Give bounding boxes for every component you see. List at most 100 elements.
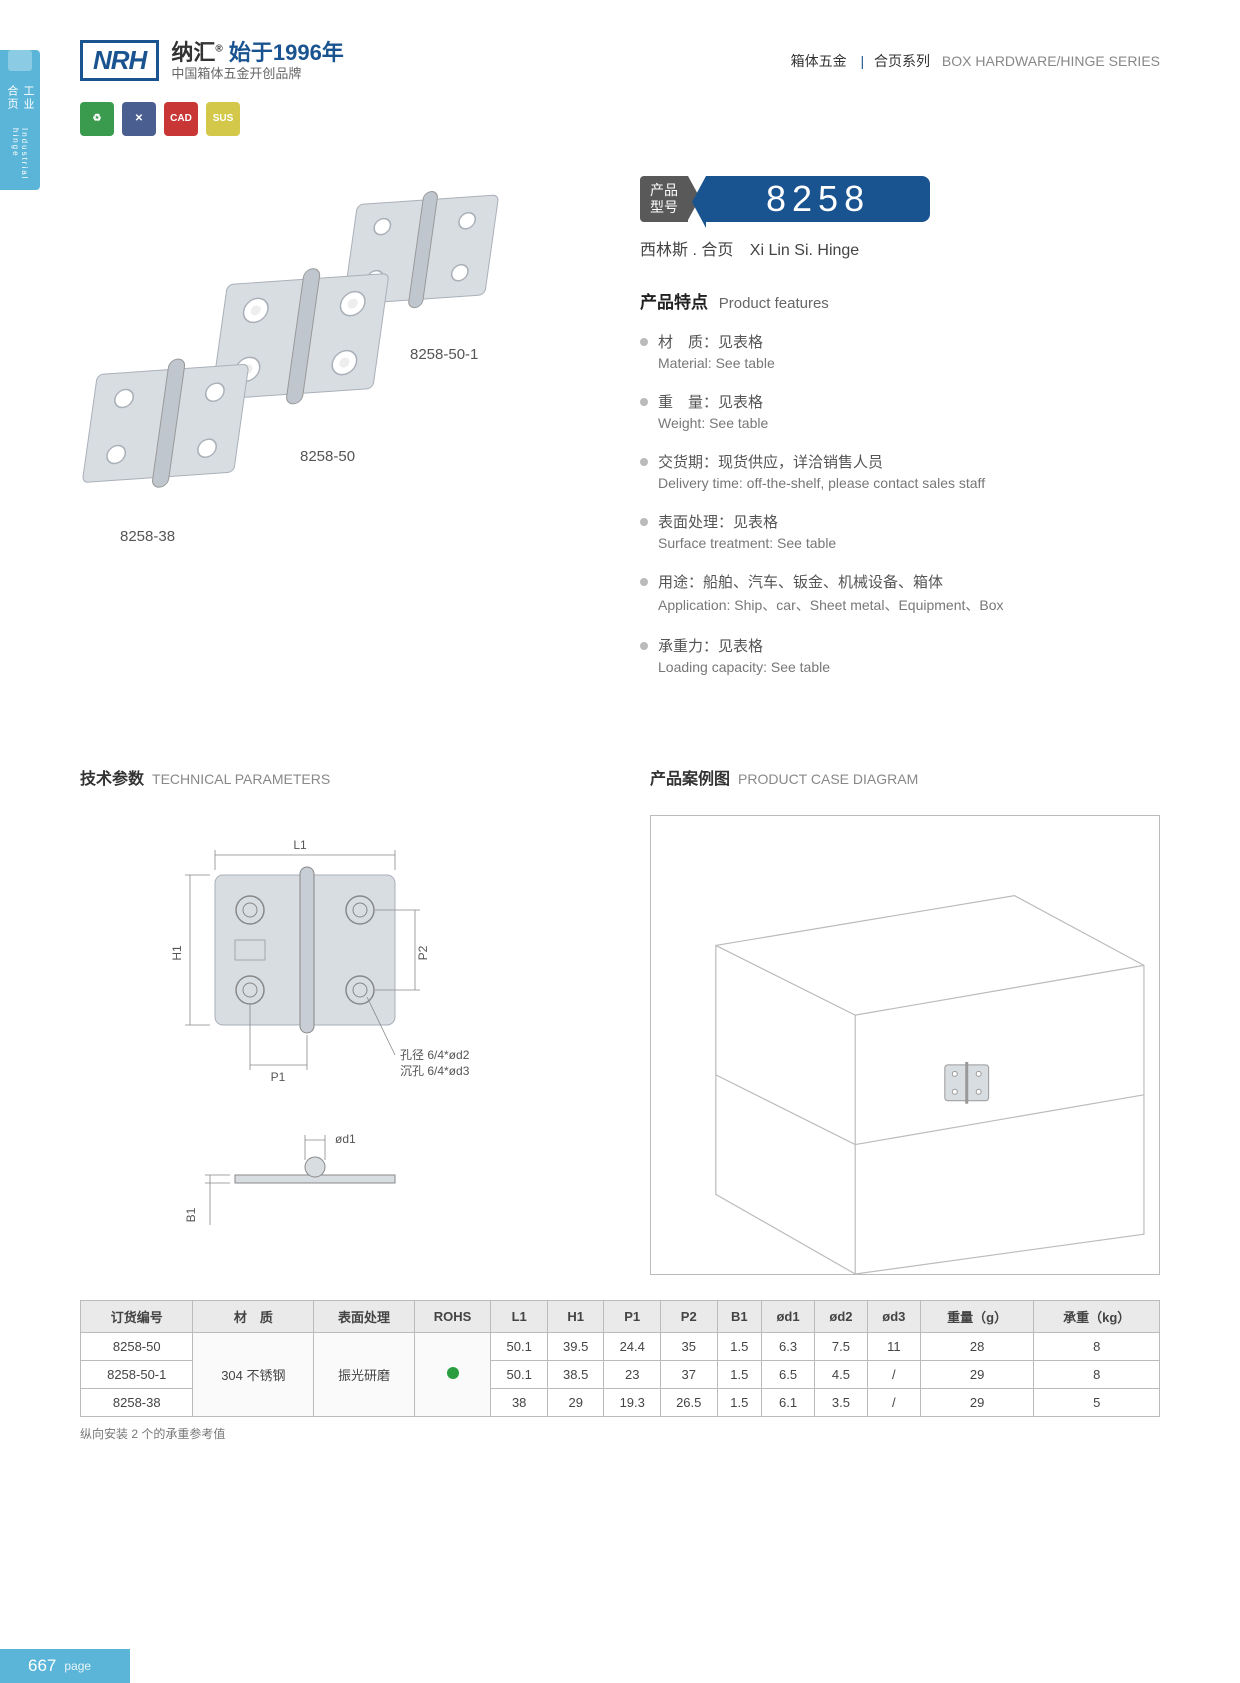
cell-L1: 50.1 [491,1332,548,1360]
cell-d3: / [867,1360,920,1388]
table-header: 承重（kg） [1034,1300,1160,1332]
cell-d1: 6.1 [762,1388,815,1416]
side-label-cn: 工业合页 [4,85,36,122]
table-header: ød2 [815,1300,868,1332]
product-case-diagram: 产品案例图PRODUCT CASE DIAGRAM [650,765,1160,1280]
cat-cn2: 合页系列 [874,53,930,69]
cell-H1: 39.5 [547,1332,604,1360]
feature-cn: 承重力：见表格 [658,635,1160,656]
svg-text:ød1: ød1 [335,1132,356,1146]
cell-H1: 29 [547,1388,604,1416]
cell-code: 8258-50-1 [81,1360,193,1388]
feature-item: 用途：船舶、汽车、钣金、机械设备、箱体 Application: Ship、car… [640,571,1160,615]
page-header: NRH 纳汇® 始于1996年 中国箱体五金开创品牌 箱体五金 | 合页系列 B… [0,0,1240,92]
cell-rohs [414,1332,491,1416]
table-header: P2 [660,1300,717,1332]
cell-d2: 7.5 [815,1332,868,1360]
cell-L1: 38 [491,1388,548,1416]
spec-table-wrap: 订货编号材 质表面处理ROHSL1H1P1P2B1ød1ød2ød3重量（g）承… [0,1300,1240,1417]
cell-d2: 4.5 [815,1360,868,1388]
spec-table: 订货编号材 质表面处理ROHSL1H1P1P2B1ød1ød2ød3重量（g）承… [80,1300,1160,1417]
rohs-dot-icon [447,1367,459,1379]
feature-cn: 材 质：见表格 [658,331,1160,352]
table-header: H1 [547,1300,604,1332]
badge-tool: ✕ [122,102,156,136]
product-subtitle: 西林斯 . 合页 Xi Lin Si. Hinge [640,236,1160,260]
feature-item: 交货期：现货供应，详洽销售人员Delivery time: off-the-sh… [640,451,1160,491]
cell-d1: 6.3 [762,1332,815,1360]
case-title: 产品案例图PRODUCT CASE DIAGRAM [650,765,1160,789]
model-number: 8258 [706,176,930,222]
features-heading: 产品特点 Product features [640,288,1160,313]
svg-text:H1: H1 [170,945,184,961]
feature-en: Material: See table [658,355,1160,371]
cell-P1: 23 [604,1360,661,1388]
cell-code: 8258-50 [81,1332,193,1360]
prod-label-2: 8258-50 [300,448,355,465]
svg-text:B1: B1 [184,1207,198,1222]
cell-H1: 38.5 [547,1360,604,1388]
hinge-icon [8,50,32,71]
cell-wt: 28 [920,1332,1034,1360]
cell-d1: 6.5 [762,1360,815,1388]
page-label: page [64,1659,91,1673]
cat-cn1: 箱体五金 [791,53,847,69]
cell-P1: 19.3 [604,1388,661,1416]
feature-en: Weight: See table [658,415,1160,431]
tech-title: 技术参数TECHNICAL PARAMETERS [80,765,590,789]
table-header: 材 质 [193,1300,314,1332]
feature-en: Application: Ship、car、Sheet metal、Equipm… [658,595,1160,615]
brand-since: 始于1996年 [229,40,344,65]
table-header: 表面处理 [314,1300,415,1332]
subtitle-en: Xi Lin Si. Hinge [750,242,859,259]
model-badge: 产品型号 8258 [640,176,1160,222]
feature-en: Surface treatment: See table [658,535,1160,551]
feature-item: 材 质：见表格 Material: See table [640,331,1160,371]
cell-load: 5 [1034,1388,1160,1416]
table-header: P1 [604,1300,661,1332]
svg-text:P1: P1 [271,1070,286,1084]
cell-P2: 35 [660,1332,717,1360]
features-list: 材 质：见表格 Material: See table 重 量：见表格Weight:… [640,331,1160,675]
header-category: 箱体五金 | 合页系列 BOX HARDWARE/HINGE SERIES [791,51,1160,71]
table-row: 8258-50304 不锈钢振光研磨50.139.524.4351.56.37.… [81,1332,1160,1360]
cell-L1: 50.1 [491,1360,548,1388]
model-label: 产品型号 [640,176,688,222]
feature-cn: 用途：船舶、汽车、钣金、机械设备、箱体 [658,571,1160,592]
brand-cn: 纳汇 [171,40,215,65]
logo-mark: NRH [80,40,159,81]
logo-area: NRH 纳汇® 始于1996年 中国箱体五金开创品牌 [80,40,344,82]
badge-cad: CAD [164,102,198,136]
badge-eco: ♻ [80,102,114,136]
cell-load: 8 [1034,1360,1160,1388]
cell-surface: 振光研磨 [314,1332,415,1416]
cell-P2: 26.5 [660,1388,717,1416]
cat-en: BOX HARDWARE/HINGE SERIES [942,53,1160,69]
brand-tagline: 中国箱体五金开创品牌 [171,66,343,82]
cell-P2: 37 [660,1360,717,1388]
svg-text:沉孔 6/4*ød3: 沉孔 6/4*ød3 [400,1064,470,1078]
side-tab: 工业合页 Industrial hinge [0,50,40,190]
feature-en: Loading capacity: See table [658,659,1160,675]
cell-load: 8 [1034,1332,1160,1360]
badge-row: ♻ ✕ CAD SUS [0,92,1240,146]
feature-item: 承重力：见表格 Loading capacity: See table [640,635,1160,675]
page-footer: 667 page [0,1649,130,1683]
table-header: L1 [491,1300,548,1332]
badge-sus: SUS [206,102,240,136]
cell-d2: 3.5 [815,1388,868,1416]
side-label-en: Industrial hinge [11,128,29,190]
cell-d3: / [867,1388,920,1416]
cell-wt: 29 [920,1388,1034,1416]
hinge-image-1 [80,356,270,516]
case-diagram-box [650,815,1160,1275]
cell-B1: 1.5 [717,1388,762,1416]
svg-text:孔径 6/4*ød2: 孔径 6/4*ød2 [400,1048,470,1062]
technical-drawing: L1 H1 P2 P1 孔径 6/4*ød2 沉孔 6/4*ød3 ød1 [80,815,590,1275]
feature-cn: 表面处理：见表格 [658,511,1160,532]
brand-name: 纳汇® 始于1996年 [171,40,343,66]
prod-label-1: 8258-38 [120,528,175,545]
feature-item: 重 量：见表格Weight: See table [640,391,1160,431]
table-header: 订货编号 [81,1300,193,1332]
product-info: 产品型号 8258 西林斯 . 合页 Xi Lin Si. Hinge 产品特点… [640,176,1160,695]
